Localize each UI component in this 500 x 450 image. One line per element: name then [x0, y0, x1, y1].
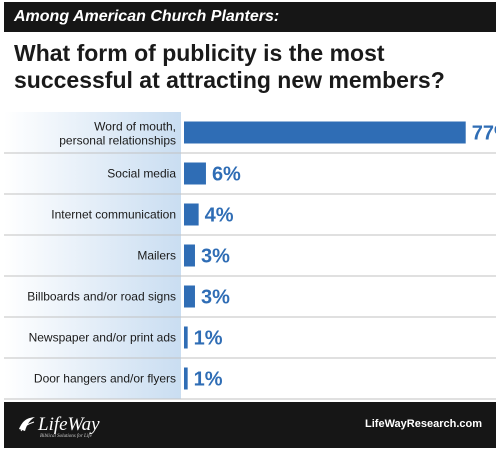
- value-label: 3%: [201, 246, 230, 268]
- value-label: 1%: [194, 369, 223, 391]
- bar-chart: Word of mouth,personal relationships 77% S…: [4, 112, 496, 400]
- bar: [184, 285, 195, 308]
- category-label: Internet communication: [51, 208, 176, 222]
- lifeway-mark-icon: [19, 417, 35, 432]
- bar: [184, 326, 188, 349]
- chart-question: What form of publicity is the most succe…: [14, 40, 445, 93]
- footer-band: LifeWay Biblical Solutions for Life Life…: [4, 402, 496, 448]
- kicker-text: Among American Church Planters:: [14, 8, 280, 25]
- category-label: Social media: [107, 167, 176, 181]
- logo-wordmark: LifeWay: [38, 414, 100, 435]
- category-label: Mailers: [137, 249, 176, 263]
- lifeway-logo: LifeWay Biblical Solutions for Life: [18, 412, 138, 440]
- value-label: 4%: [205, 205, 234, 227]
- value-label: 3%: [201, 287, 230, 309]
- infographic: Among American Church Planters: What for…: [4, 2, 496, 448]
- kicker-band: Among American Church Planters:: [4, 2, 496, 32]
- bar: [184, 367, 188, 390]
- label-panel: [4, 112, 182, 399]
- bar: [184, 244, 195, 267]
- logo-tagline: Biblical Solutions for Life: [40, 434, 92, 439]
- category-label: Word of mouth, personal relationships: [59, 120, 176, 148]
- site-url[interactable]: LifeWayResearch.com: [365, 418, 482, 430]
- value-label: 6%: [212, 164, 241, 186]
- bar: [184, 121, 466, 144]
- category-label: Door hangers and/or flyers: [34, 372, 176, 386]
- value-label: 1%: [194, 328, 223, 350]
- category-label: Newspaper and/or print ads: [29, 331, 176, 345]
- bar: [184, 203, 199, 226]
- bar: [184, 162, 206, 185]
- value-label: 77%: [472, 123, 496, 145]
- category-label: Billboards and/or road signs: [27, 290, 176, 304]
